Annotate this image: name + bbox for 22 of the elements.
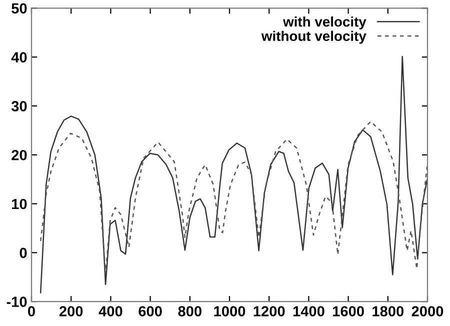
x-tick-label: 1200 [254,306,285,316]
x-tick-label: 1400 [293,306,324,316]
y-tick-label: 0 [20,248,27,258]
line-series [40,56,428,294]
y-tick-label: -10 [6,296,27,307]
x-tick-label: 1800 [372,306,404,316]
x-tick-label: 400 [98,306,122,316]
legend-label: with velocity [283,16,366,30]
y-tick-label: 40 [11,52,27,62]
x-tick-label: 2000 [412,306,444,316]
x-tick-label: 600 [138,306,162,316]
y-tick-label: 30 [11,101,27,112]
x-tick-label: 1600 [333,306,364,316]
y-tick-label: 50 [12,3,27,14]
x-tick-label: 0 [28,306,35,316]
y-tick-label: 20 [12,150,27,160]
legend-label: without velocity [261,30,366,44]
x-tick-label: 1000 [214,306,246,316]
line-series [40,120,428,274]
x-tick-label: 800 [178,306,202,316]
x-tick-label: 200 [59,306,83,316]
y-tick-label: 10 [12,198,27,210]
